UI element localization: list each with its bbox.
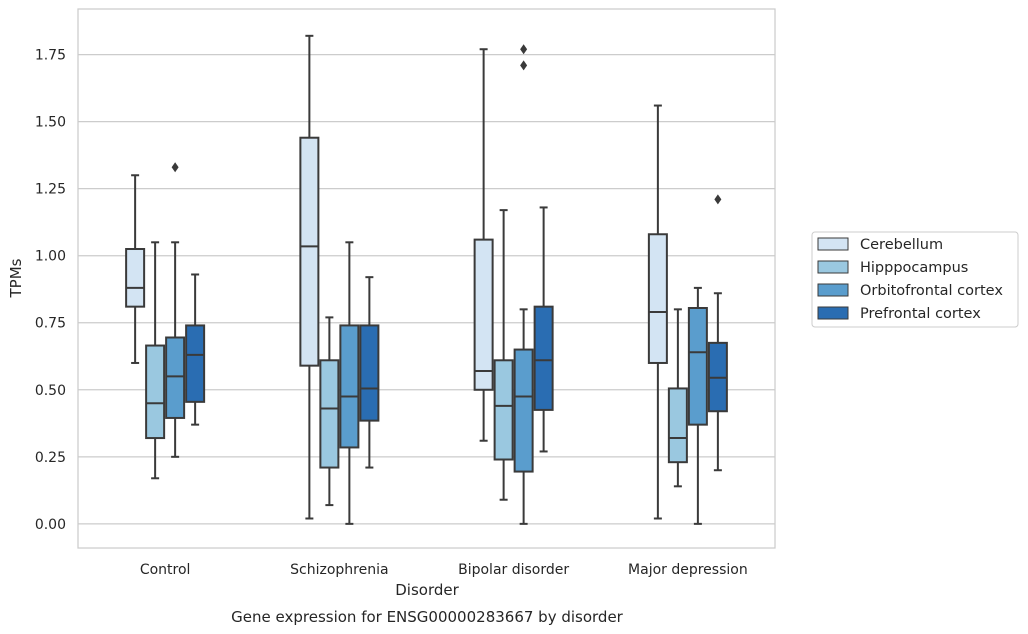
box xyxy=(165,336,186,419)
box-group xyxy=(299,34,320,520)
box-group xyxy=(339,241,360,525)
y-tick-label: 0.00 xyxy=(35,517,66,533)
box-group xyxy=(359,276,380,469)
y-tick-label: 1.50 xyxy=(35,115,66,131)
box xyxy=(667,387,688,464)
legend-swatch xyxy=(817,260,849,274)
box-group xyxy=(165,162,186,458)
chart-caption: Gene expression for ENSG00000283667 by d… xyxy=(231,608,624,626)
y-tick-label: 1.00 xyxy=(35,249,66,265)
box xyxy=(125,248,146,308)
box-group xyxy=(513,44,534,525)
box xyxy=(493,359,514,461)
legend-label: Cerebellum xyxy=(860,237,943,253)
y-axis-label: TPMs xyxy=(7,258,25,298)
box-group xyxy=(319,316,340,507)
box-group xyxy=(125,174,146,364)
box-group xyxy=(185,273,206,426)
series-hipppocampus xyxy=(145,209,688,507)
legend-frame xyxy=(811,231,1019,328)
box xyxy=(359,324,380,422)
box-group xyxy=(493,209,514,501)
y-tick-label: 1.75 xyxy=(35,48,66,64)
legend-label: Hipppocampus xyxy=(860,260,968,276)
x-axis-label: Disorder xyxy=(395,581,459,599)
y-tick-labels: 0.00 0.25 0.50 0.75 1.00 1.25 1.50 1.75 xyxy=(35,48,66,533)
box xyxy=(185,324,206,403)
x-tick-label: Bipolar disorder xyxy=(458,562,569,578)
box xyxy=(687,306,708,426)
x-tick-label: Schizophrenia xyxy=(290,562,388,578)
legend-label: Orbitofrontal cortex xyxy=(860,283,1003,299)
legend-swatch xyxy=(817,237,849,251)
outlier-marker xyxy=(520,44,528,55)
box xyxy=(145,344,166,440)
box-group xyxy=(647,104,668,520)
box xyxy=(299,136,320,367)
box xyxy=(513,348,534,473)
box-group xyxy=(687,286,708,525)
y-tick-label: 0.50 xyxy=(35,383,66,399)
legend-swatch xyxy=(817,283,849,297)
box xyxy=(319,359,340,469)
x-tick-labels: Control Schizophrenia Bipolar disorder Majo… xyxy=(140,562,748,578)
legend-items: Cerebellum Hipppocampus Orbitofrontal cort… xyxy=(817,237,1003,322)
x-tick-label: Major depression xyxy=(628,562,748,578)
outlier-marker xyxy=(520,60,528,71)
box-group xyxy=(473,48,494,442)
box-group xyxy=(145,241,166,480)
series-prefrontal-cortex xyxy=(185,194,728,472)
plot-area-frame xyxy=(77,8,776,549)
legend: Cerebellum Hipppocampus Orbitofrontal cort… xyxy=(811,231,1019,328)
legend-label: Prefrontal cortex xyxy=(860,306,981,322)
y-tick-label: 0.25 xyxy=(35,450,66,466)
y-tick-label: 0.75 xyxy=(35,316,66,332)
outlier-marker xyxy=(171,162,179,173)
box xyxy=(533,305,554,411)
box xyxy=(473,238,494,391)
y-tick-label: 1.25 xyxy=(35,182,66,198)
box-group xyxy=(707,194,728,472)
box-group xyxy=(667,308,688,488)
legend-swatch xyxy=(817,306,849,320)
box-series xyxy=(125,34,728,525)
box xyxy=(647,233,668,364)
series-orbitofrontal-cortex xyxy=(165,44,708,525)
box xyxy=(339,324,360,449)
box-group xyxy=(533,206,554,453)
x-tick-label: Control xyxy=(140,562,191,578)
outlier-marker xyxy=(714,194,722,205)
series-cerebellum xyxy=(125,34,668,520)
